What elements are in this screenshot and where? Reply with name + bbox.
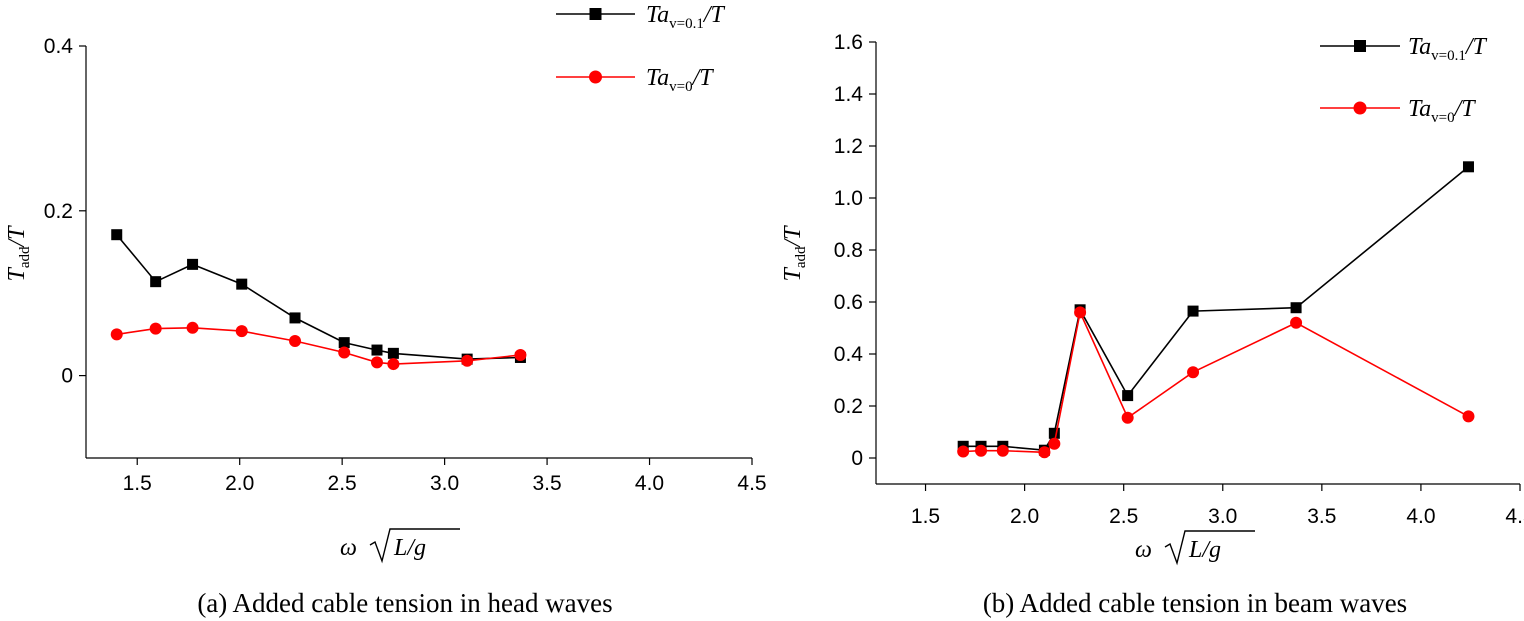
data-point-circle bbox=[514, 349, 527, 361]
y-tick-label: 0.6 bbox=[834, 291, 863, 314]
data-point-square bbox=[338, 337, 350, 349]
y-tick-label: 0 bbox=[61, 365, 73, 388]
data-point-square bbox=[150, 276, 162, 288]
data-point-square bbox=[187, 258, 199, 270]
data-point-circle bbox=[289, 334, 302, 347]
legend-label: Tav=0.1/T bbox=[1408, 34, 1488, 64]
y-tick-label: 1.6 bbox=[834, 31, 863, 54]
y-tick-label: 0.2 bbox=[834, 395, 863, 418]
x-tick-label: 2.0 bbox=[225, 472, 254, 495]
legend-entry-v0: Tav=0/T bbox=[556, 65, 714, 95]
y-tick-label: 0 bbox=[851, 447, 863, 470]
data-point-square bbox=[1187, 305, 1199, 317]
data-point-square bbox=[236, 278, 248, 290]
data-point-circle bbox=[1462, 410, 1475, 423]
legend-label: Tav=0/T bbox=[1408, 96, 1476, 126]
x-axis-title-omega: ω bbox=[340, 535, 357, 561]
data-point-square bbox=[289, 312, 301, 324]
legend-entry-v0.1: Tav=0.1/T bbox=[1320, 34, 1488, 64]
x-axis-title-radicand: L/g bbox=[393, 535, 426, 561]
x-axis-title-omega: ω bbox=[1135, 537, 1152, 563]
data-point-circle bbox=[461, 354, 474, 367]
legend-marker-circle bbox=[1353, 101, 1367, 115]
x-tick-label: 1.5 bbox=[911, 505, 940, 528]
x-axis-title: ω L/g bbox=[340, 528, 460, 564]
data-point-circle bbox=[338, 346, 351, 359]
y-tick-label: 0.8 bbox=[834, 239, 863, 262]
y-axis-title: Tadd/T bbox=[780, 225, 809, 282]
data-point-circle bbox=[1074, 306, 1087, 319]
x-tick-label: 2.5 bbox=[1109, 505, 1138, 528]
y-tick-label: 1.4 bbox=[834, 83, 864, 106]
data-point-circle bbox=[110, 328, 123, 341]
legend-marker-square bbox=[589, 8, 602, 20]
data-point-square bbox=[1122, 390, 1134, 402]
data-point-circle bbox=[370, 356, 383, 369]
y-tick-label: 0.4 bbox=[44, 35, 74, 58]
data-point-square bbox=[1462, 161, 1474, 173]
x-tick-label: 4.5 bbox=[1505, 505, 1524, 528]
chart-panel-b: 0 0.2 0.4 0.6 0.8 1.0 1.2 1.4 1.6 1.5 2.0 2.5 3.0 3.5… bbox=[780, 31, 1524, 618]
legend-label: Tav=0.1/T bbox=[646, 2, 726, 32]
figure-caption: (a) Added cable tension in head waves bbox=[197, 588, 612, 618]
data-point-square bbox=[1290, 302, 1302, 314]
data-point-circle bbox=[975, 444, 988, 457]
x-tick-label: 4.5 bbox=[737, 472, 766, 495]
x-tick-label: 4.0 bbox=[635, 472, 664, 495]
y-tick-label: 0.4 bbox=[834, 343, 864, 366]
legend-marker-circle bbox=[589, 70, 602, 84]
data-point-square bbox=[1048, 427, 1060, 439]
x-tick-label: 4.0 bbox=[1406, 505, 1435, 528]
data-point-circle bbox=[186, 321, 199, 334]
x-tick-label: 3.5 bbox=[532, 472, 561, 495]
series-line-v0 bbox=[116, 326, 521, 365]
x-tick-label: 3.0 bbox=[430, 472, 459, 495]
series-line-v0.1 bbox=[963, 166, 1470, 452]
data-point-circle bbox=[235, 325, 248, 338]
data-point-circle bbox=[387, 358, 400, 371]
data-point-square bbox=[387, 347, 399, 359]
data-point-circle bbox=[1187, 366, 1200, 379]
y-tick-label: 1.0 bbox=[834, 187, 863, 210]
y-tick-label: 0.2 bbox=[44, 200, 73, 223]
figure-caption: (b) Added cable tension in beam waves bbox=[983, 588, 1407, 618]
data-point-circle bbox=[957, 445, 970, 458]
series-line-v0 bbox=[963, 309, 1469, 454]
legend-entry-v0.1: Tav=0.1/T bbox=[556, 2, 726, 32]
y-tick-label: 1.2 bbox=[834, 135, 863, 158]
x-tick-label: 3.5 bbox=[1307, 505, 1336, 528]
x-tick-label: 2.0 bbox=[1010, 505, 1039, 528]
legend-label: Tav=0/T bbox=[646, 65, 714, 95]
x-tick-label: 1.5 bbox=[123, 472, 152, 495]
radical-sign bbox=[369, 528, 460, 564]
radical-sign bbox=[1164, 530, 1255, 566]
x-axis-title: ω L/g bbox=[1135, 530, 1255, 566]
data-point-square bbox=[111, 229, 123, 241]
data-point-circle bbox=[1038, 446, 1051, 459]
legend-entry-v0: Tav=0/T bbox=[1320, 96, 1476, 126]
x-axis-title-radicand: L/g bbox=[1188, 537, 1221, 563]
data-point-circle bbox=[149, 322, 162, 335]
x-tick-label: 3.0 bbox=[1208, 505, 1237, 528]
data-point-circle bbox=[1290, 316, 1303, 329]
series-line-v0.1 bbox=[116, 234, 521, 360]
y-axis-title: Tadd/T bbox=[4, 225, 33, 282]
data-point-circle bbox=[996, 444, 1009, 457]
legend-marker-square bbox=[1354, 40, 1366, 52]
data-point-circle bbox=[1121, 411, 1134, 424]
data-point-square bbox=[371, 344, 383, 356]
data-point-circle bbox=[1048, 437, 1061, 450]
x-tick-label: 2.5 bbox=[328, 472, 357, 495]
chart-panel-a: 0 0.2 0.4 1.5 2.0 2.5 3.0 3.5 4.0 4.5 ω L/g Tadd/T Ta… bbox=[4, 2, 767, 618]
